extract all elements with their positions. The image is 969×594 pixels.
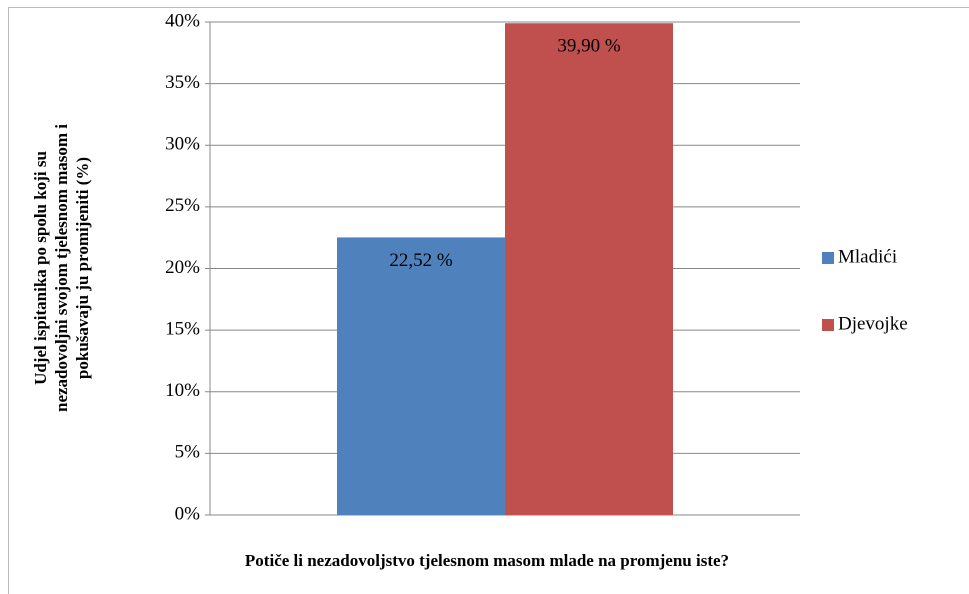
y-axis-title-line: Udjel ispitanika po spolu koji su bbox=[31, 151, 50, 385]
legend-swatch bbox=[822, 319, 834, 331]
y-tick-label: 35% bbox=[165, 72, 200, 93]
y-tick-label: 5% bbox=[175, 442, 201, 463]
legend-label: Djevojke bbox=[838, 313, 908, 334]
y-tick-label: 30% bbox=[165, 134, 200, 155]
y-axis-title: Udjel ispitanika po spolu koji su nezado… bbox=[31, 124, 92, 412]
y-tick-label: 20% bbox=[165, 257, 200, 278]
data-label: 22,52 % bbox=[389, 250, 453, 271]
y-tick-label: 25% bbox=[165, 195, 200, 216]
chart-border bbox=[8, 7, 969, 594]
y-axis-title-line: nezadovoljni svojom tjelesnom masom i bbox=[52, 124, 71, 412]
bar bbox=[337, 237, 505, 516]
bar bbox=[505, 23, 673, 515]
y-tick-label: 40% bbox=[165, 10, 200, 31]
y-tick-label: 15% bbox=[165, 318, 200, 339]
y-tick-label: 0% bbox=[175, 503, 201, 524]
legend-label: Mladići bbox=[838, 246, 897, 267]
legend-swatch bbox=[822, 252, 834, 264]
y-axis-title-line: pokušavaju ju promijeniti (%) bbox=[73, 157, 92, 379]
x-axis-title: Potiče li nezadovoljstvo tjelesnom masom… bbox=[245, 551, 729, 570]
y-tick-label: 10% bbox=[165, 380, 200, 401]
data-label: 39,90 % bbox=[557, 36, 621, 57]
